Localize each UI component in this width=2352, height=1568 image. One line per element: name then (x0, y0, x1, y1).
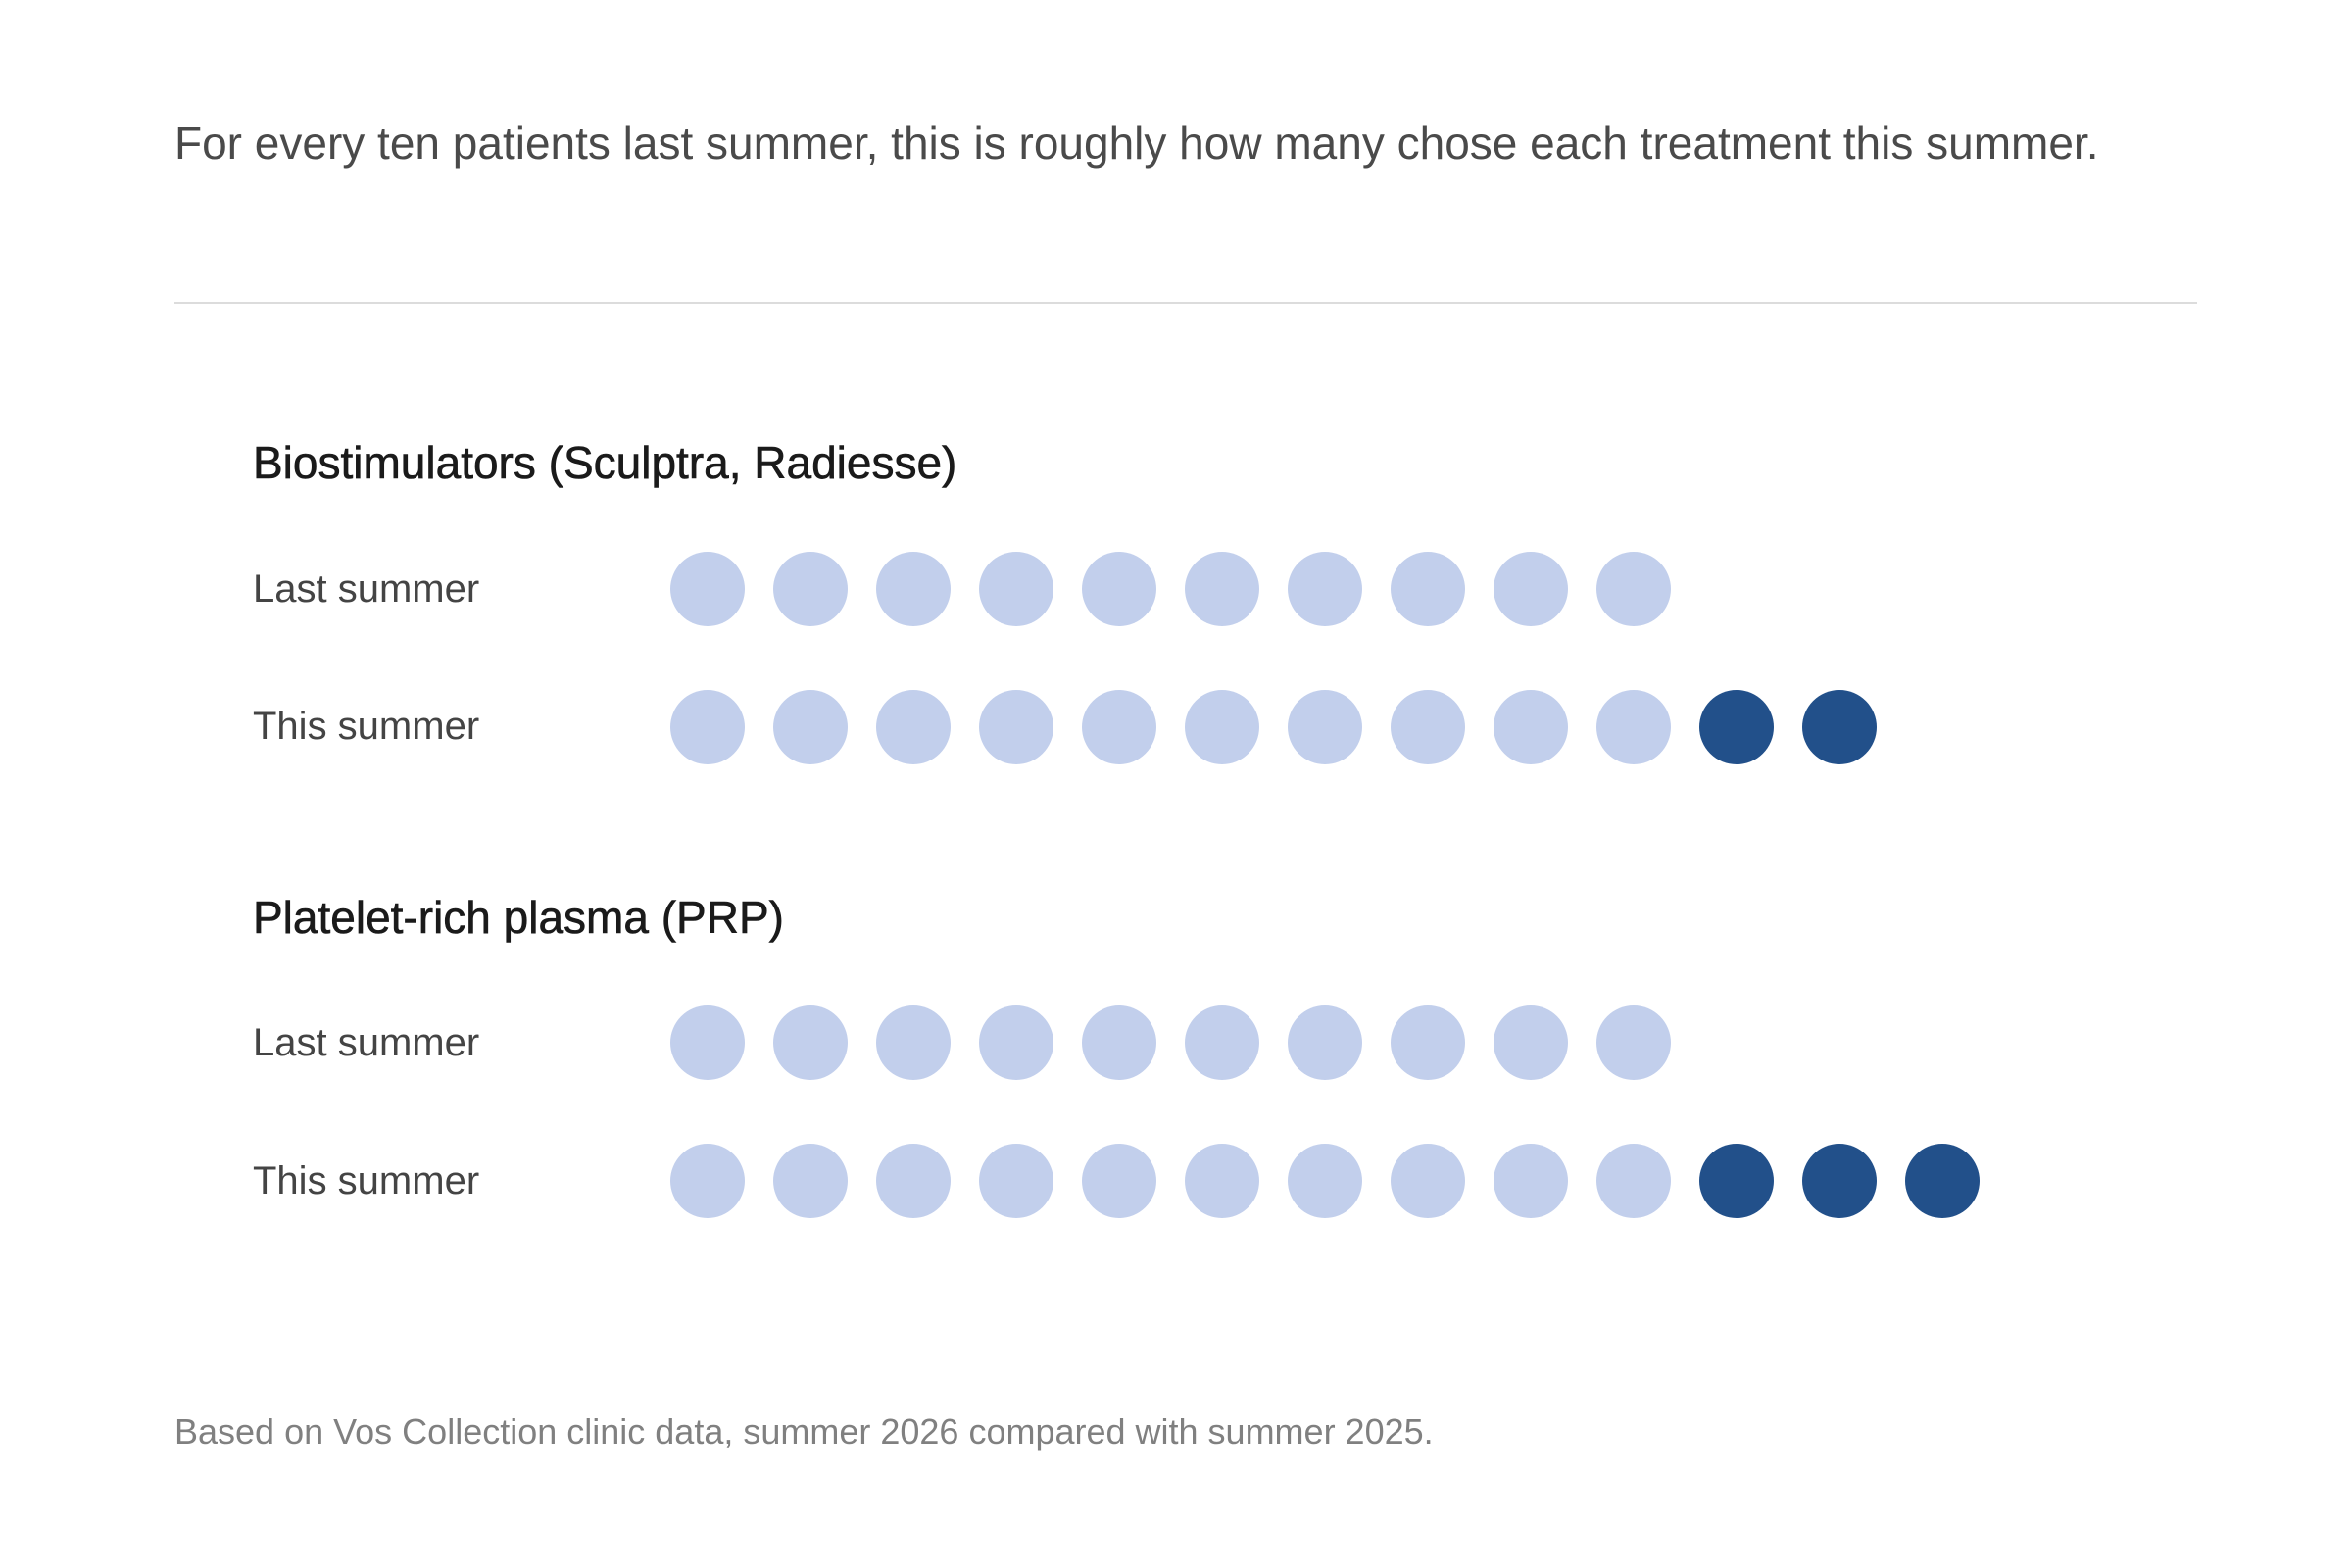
dot-baseline (1596, 690, 1671, 764)
row-label-prp-last: Last summer (253, 1021, 480, 1064)
dot-baseline (773, 552, 848, 626)
dot-baseline (1185, 1144, 1259, 1218)
dot-baseline (1391, 1144, 1465, 1218)
dot-baseline (1288, 690, 1362, 764)
dot-baseline (1391, 690, 1465, 764)
dot-baseline (773, 1144, 848, 1218)
dot-baseline (1494, 552, 1568, 626)
dot-baseline (1082, 1144, 1156, 1218)
dot-baseline (979, 552, 1054, 626)
dot-baseline (1185, 552, 1259, 626)
dot-baseline (1288, 1144, 1362, 1218)
dot-baseline (1288, 1005, 1362, 1080)
intro-text: For every ten patients last summer, this… (174, 118, 2099, 169)
dot-additional (1699, 690, 1774, 764)
dot-baseline (1185, 1005, 1259, 1080)
dot-baseline (1185, 690, 1259, 764)
dot-baseline (1494, 1005, 1568, 1080)
group-title-biostimulators: Biostimulators (Sculptra, Radiesse) (253, 437, 957, 489)
dot-baseline (773, 690, 848, 764)
dot-baseline (773, 1005, 848, 1080)
dot-baseline (670, 1144, 745, 1218)
dot-additional (1802, 1144, 1877, 1218)
dot-additional (1699, 1144, 1774, 1218)
dot-baseline (1391, 1005, 1465, 1080)
dot-baseline (979, 1144, 1054, 1218)
dot-baseline (1596, 1144, 1671, 1218)
row-label-prp-this: This summer (253, 1159, 480, 1202)
dot-baseline (1288, 552, 1362, 626)
dot-baseline (979, 690, 1054, 764)
dot-baseline (670, 1005, 745, 1080)
dot-baseline (876, 552, 951, 626)
dot-baseline (876, 1144, 951, 1218)
source-footnote: Based on Vos Collection clinic data, sum… (174, 1411, 1434, 1451)
dot-baseline (979, 1005, 1054, 1080)
dot-baseline (670, 690, 745, 764)
row-label-biostimulators-this: This summer (253, 705, 480, 748)
dot-baseline (1082, 690, 1156, 764)
dot-baseline (1082, 1005, 1156, 1080)
dot-additional (1802, 690, 1877, 764)
dot-baseline (670, 552, 745, 626)
dot-baseline (1082, 552, 1156, 626)
group-title-prp: Platelet-rich plasma (PRP) (253, 892, 785, 944)
dot-baseline (876, 1005, 951, 1080)
dot-additional (1905, 1144, 1980, 1218)
dot-baseline (1494, 690, 1568, 764)
dot-chart: Biostimulators (Sculptra, Radiesse) Last… (174, 0, 2197, 1568)
page-content: For every ten patients last summer, this… (174, 0, 2197, 1568)
dot-baseline (1494, 1144, 1568, 1218)
dot-baseline (1596, 1005, 1671, 1080)
dot-baseline (1391, 552, 1465, 626)
row-label-biostimulators-last: Last summer (253, 567, 480, 611)
dot-baseline (876, 690, 951, 764)
dot-baseline (1596, 552, 1671, 626)
divider (174, 302, 2197, 304)
